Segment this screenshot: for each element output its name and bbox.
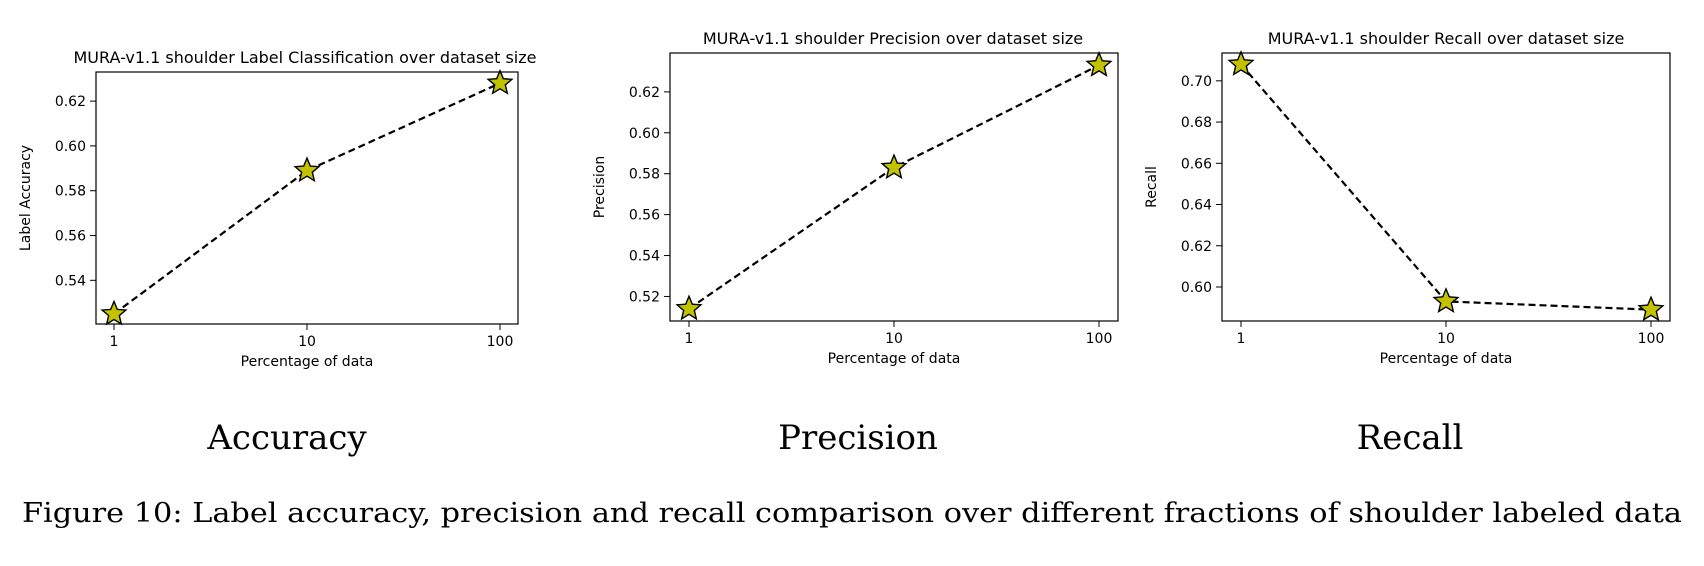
subfigure-label: Accuracy xyxy=(206,418,367,458)
y-tick-label: 0.62 xyxy=(55,94,86,110)
data-point-star-marker xyxy=(1432,287,1460,314)
x-axis-label: Percentage of data xyxy=(1380,351,1513,367)
y-axis-label: Label Accuracy xyxy=(18,145,34,251)
y-tick-label: 0.64 xyxy=(1181,198,1212,214)
y-tick-label: 0.54 xyxy=(55,273,86,289)
y-tick-label: 0.66 xyxy=(1181,156,1212,172)
x-tick-label: 100 xyxy=(1638,331,1665,347)
chart-panel-2: MURA-v1.1 shoulder Precision over datase… xyxy=(592,29,1119,458)
plot-frame xyxy=(1221,52,1671,322)
data-point-star-marker xyxy=(100,299,128,326)
y-tick-label: 0.56 xyxy=(629,208,660,224)
y-tick-label: 0.58 xyxy=(629,167,660,183)
series-line xyxy=(1240,63,1652,311)
x-tick-label: 100 xyxy=(1086,331,1113,347)
series-line xyxy=(688,64,1100,310)
data-point-star-marker xyxy=(675,294,703,321)
x-tick-label: 1 xyxy=(685,331,694,347)
x-axis-label: Percentage of data xyxy=(828,351,961,367)
data-point-star-marker xyxy=(1085,50,1113,77)
plot-frame xyxy=(95,71,519,325)
y-tick-label: 0.70 xyxy=(1181,74,1212,90)
y-tick-label: 0.68 xyxy=(1181,115,1212,131)
y-tick-label: 0.58 xyxy=(55,184,86,200)
y-tick-label: 0.56 xyxy=(55,229,86,245)
y-tick-label: 0.62 xyxy=(629,85,660,101)
data-point-star-marker xyxy=(293,156,321,183)
chart-title: MURA-v1.1 shoulder Label Classification … xyxy=(73,48,536,67)
y-tick-label: 0.54 xyxy=(629,249,660,265)
subfigure-label: Precision xyxy=(778,418,938,458)
data-point-star-marker xyxy=(486,68,514,95)
chart-panel-3: MURA-v1.1 shoulder Recall over dataset s… xyxy=(1144,29,1671,458)
series-line xyxy=(113,82,501,315)
x-tick-label: 100 xyxy=(487,334,514,350)
y-tick-label: 0.60 xyxy=(629,126,660,142)
data-point-star-marker xyxy=(1227,50,1255,76)
figure-caption: Figure 10: Label accuracy, precision and… xyxy=(22,498,1682,529)
y-tick-label: 0.60 xyxy=(1181,280,1212,296)
y-tick-label: 0.52 xyxy=(629,289,660,305)
x-tick-label: 10 xyxy=(1437,331,1455,347)
y-axis-label: Precision xyxy=(592,156,608,218)
y-axis-label: Recall xyxy=(1144,166,1160,208)
y-tick-label: 0.62 xyxy=(1181,239,1212,255)
y-tick-label: 0.60 xyxy=(55,139,86,155)
plot-frame xyxy=(669,52,1119,322)
chart-panel-1: MURA-v1.1 shoulder Label Classification … xyxy=(18,48,537,458)
chart-title: MURA-v1.1 shoulder Precision over datase… xyxy=(703,29,1083,48)
x-tick-label: 10 xyxy=(885,331,903,347)
x-tick-label: 1 xyxy=(110,334,119,350)
x-tick-label: 10 xyxy=(298,334,316,350)
chart-title: MURA-v1.1 shoulder Recall over dataset s… xyxy=(1268,29,1625,48)
data-point-star-marker xyxy=(1637,295,1665,322)
data-point-star-marker xyxy=(880,153,908,180)
x-axis-label: Percentage of data xyxy=(241,354,374,370)
subfigure-label: Recall xyxy=(1357,418,1464,458)
x-tick-label: 1 xyxy=(1237,331,1246,347)
